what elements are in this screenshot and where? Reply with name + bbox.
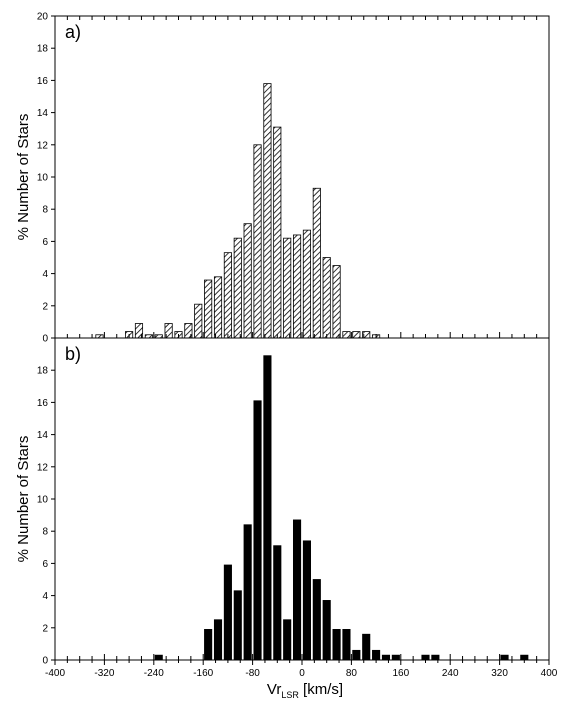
a-bar: [213, 276, 223, 339]
a-panel-label: a): [65, 22, 81, 42]
b-bar: [273, 545, 282, 661]
b-x-tick-label: -80: [245, 668, 260, 679]
a-bar: [233, 237, 242, 339]
a-bar: [283, 237, 292, 339]
b-y-tick-label: 10: [37, 495, 49, 506]
b-bar: [154, 654, 163, 661]
b-x-tick-label: 400: [541, 668, 558, 679]
b-bar: [213, 619, 223, 661]
b-x-tick-label: -320: [94, 668, 114, 679]
a-bar: [263, 83, 272, 339]
b-bar: [204, 629, 213, 661]
b-bar: [381, 654, 391, 661]
b-y-tick-label: 0: [42, 656, 48, 667]
a-bar: [273, 126, 282, 339]
b-bar: [292, 519, 302, 661]
b-bar: [342, 629, 351, 661]
a-bar: [342, 331, 351, 339]
a-y-tick-label: 12: [37, 140, 49, 151]
a-y-axis-title: % Number of Stars: [15, 114, 32, 241]
panel-a: 0 2 4 6 8 10 12 14 16 18 20 % Number of Stars a): [15, 12, 550, 345]
b-x-tick-label: 80: [346, 668, 358, 679]
b-x-tick-label: -400: [45, 668, 65, 679]
b-bar: [263, 355, 272, 661]
b-x-tick-label: -240: [144, 668, 164, 679]
b-bar: [362, 633, 371, 661]
a-y-tick-label: 0: [42, 334, 48, 345]
a-bar: [292, 234, 302, 339]
a-bar: [302, 229, 311, 339]
a-bar: [194, 303, 203, 339]
b-bar: [233, 590, 242, 661]
a-y-tick-label: 6: [42, 237, 48, 248]
b-x-tick-label: -160: [193, 668, 213, 679]
b-bar: [283, 619, 292, 661]
a-bar: [332, 265, 341, 339]
a-bar: [322, 257, 331, 339]
b-bar: [391, 654, 400, 661]
a-bar: [223, 252, 232, 339]
b-bar: [302, 540, 311, 661]
b-y-tick-label: 12: [37, 462, 49, 473]
a-y-tick-label: 14: [37, 108, 49, 119]
a-bar: [204, 279, 213, 339]
b-bar: [431, 654, 440, 661]
b-x-tick-label: 0: [299, 668, 305, 679]
b-bar: [223, 564, 232, 661]
a-bar: [312, 187, 321, 339]
x-axis-title: VrLSR [km/s]: [267, 681, 343, 700]
b-x-tick-label: 320: [491, 668, 508, 679]
b-y-tick-label: 14: [37, 430, 49, 441]
a-y-tick-label: 18: [37, 44, 49, 55]
b-x-tick-label: 160: [392, 668, 409, 679]
b-y-tick-label: 4: [42, 591, 48, 602]
b-y-tick-label: 18: [37, 366, 49, 377]
b-y-tick-label: 2: [42, 623, 48, 634]
a-y-tick-label: 20: [37, 12, 49, 23]
a-bar: [243, 223, 252, 339]
b-y-tick-label: 16: [37, 398, 49, 409]
b-plot-frame: [54, 337, 550, 661]
b-y-tick-label: 8: [42, 527, 48, 538]
b-bar: [332, 629, 341, 661]
b-bar: [500, 654, 509, 661]
b-bar: [253, 400, 262, 661]
b-x-tick-label: 240: [442, 668, 459, 679]
b-bar: [322, 600, 331, 661]
a-bar: [352, 331, 361, 339]
b-bar: [312, 579, 321, 661]
b-bar: [352, 649, 361, 661]
a-y-tick-label: 8: [42, 205, 48, 216]
a-y-tick-label: 16: [37, 76, 49, 87]
panel-b: 0 2 4 6 8 10 12 14 16 18 -400 -320 -240 -160 -80 0 80 160…: [15, 337, 558, 679]
a-y-tick-label: 2: [42, 301, 48, 312]
b-y-tick-label: 6: [42, 559, 48, 570]
b-panel-label: b): [65, 344, 81, 364]
a-plot-frame: [54, 15, 550, 339]
b-bar: [243, 524, 252, 661]
a-y-tick-label: 10: [37, 173, 49, 184]
a-y-tick-label: 4: [42, 269, 48, 280]
a-bar: [253, 144, 262, 339]
b-y-axis-title: % Number of Stars: [15, 436, 32, 563]
